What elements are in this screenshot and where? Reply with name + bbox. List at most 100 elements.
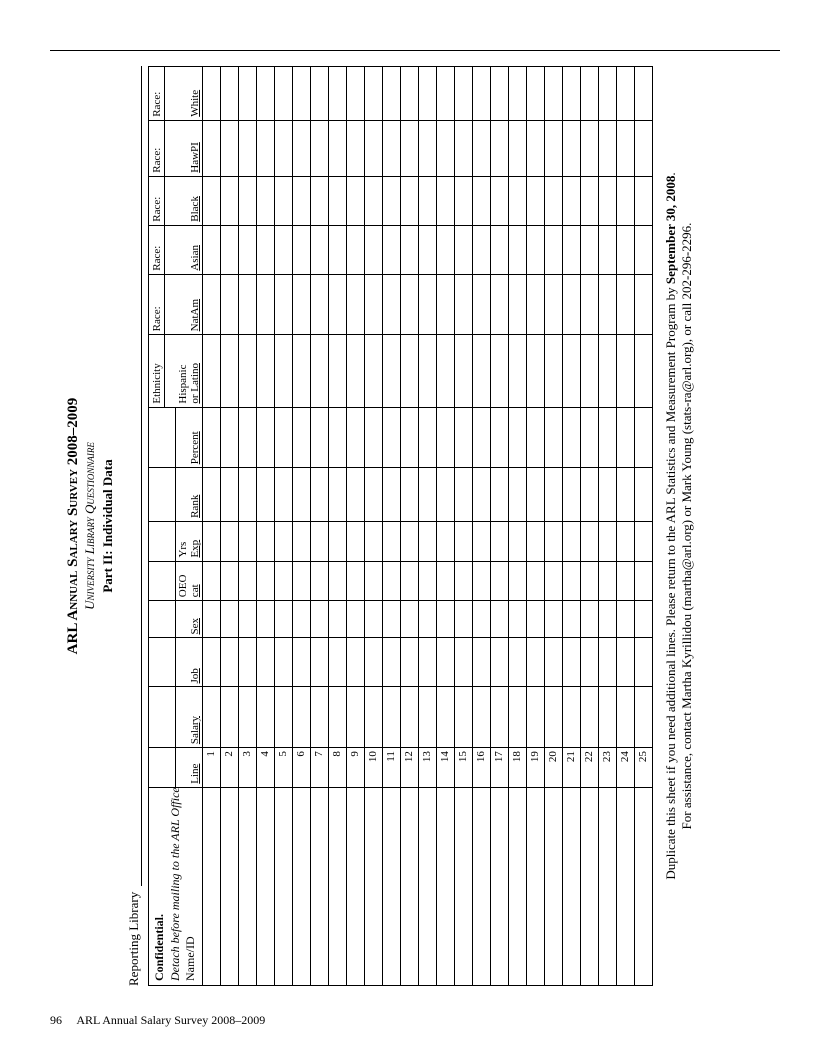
table-cell[interactable]: [310, 66, 328, 120]
table-cell[interactable]: [238, 407, 256, 468]
table-cell[interactable]: [202, 120, 220, 176]
table-cell[interactable]: [418, 467, 436, 521]
table-cell[interactable]: [400, 407, 418, 468]
table-cell[interactable]: [202, 225, 220, 274]
table-cell[interactable]: [364, 521, 382, 561]
table-cell[interactable]: [526, 521, 544, 561]
table-cell[interactable]: [382, 787, 400, 985]
table-cell[interactable]: [418, 521, 436, 561]
table-cell[interactable]: [256, 467, 274, 521]
table-cell[interactable]: [274, 600, 292, 637]
table-cell[interactable]: [436, 334, 454, 406]
table-cell[interactable]: [220, 638, 238, 687]
table-cell[interactable]: [634, 521, 652, 561]
table-cell[interactable]: [346, 787, 364, 985]
table-cell[interactable]: [292, 274, 310, 335]
table-cell[interactable]: [598, 467, 616, 521]
table-cell[interactable]: [328, 407, 346, 468]
table-cell[interactable]: [526, 686, 544, 747]
table-cell[interactable]: [220, 120, 238, 176]
table-cell[interactable]: [418, 638, 436, 687]
table-cell[interactable]: [382, 638, 400, 687]
table-cell[interactable]: [364, 274, 382, 335]
table-cell[interactable]: [436, 407, 454, 468]
table-cell[interactable]: [328, 225, 346, 274]
table-cell[interactable]: [454, 787, 472, 985]
table-cell[interactable]: [634, 334, 652, 406]
table-cell[interactable]: [454, 407, 472, 468]
table-cell[interactable]: [454, 176, 472, 225]
table-cell[interactable]: [274, 66, 292, 120]
table-cell[interactable]: [364, 120, 382, 176]
table-cell[interactable]: [274, 120, 292, 176]
table-cell[interactable]: [436, 66, 454, 120]
table-cell[interactable]: [634, 66, 652, 120]
table-cell[interactable]: [472, 467, 490, 521]
table-cell[interactable]: [526, 467, 544, 521]
table-cell[interactable]: [508, 686, 526, 747]
table-cell[interactable]: [508, 407, 526, 468]
table-cell[interactable]: [544, 600, 562, 637]
table-cell[interactable]: [508, 638, 526, 687]
table-cell[interactable]: [580, 66, 598, 120]
table-cell[interactable]: [310, 120, 328, 176]
table-cell[interactable]: [562, 120, 580, 176]
table-cell[interactable]: [328, 561, 346, 601]
table-cell[interactable]: [310, 686, 328, 747]
table-cell[interactable]: [400, 176, 418, 225]
table-cell[interactable]: [364, 787, 382, 985]
table-cell[interactable]: [508, 334, 526, 406]
table-cell[interactable]: [238, 120, 256, 176]
table-cell[interactable]: [310, 600, 328, 637]
table-cell[interactable]: [508, 66, 526, 120]
table-cell[interactable]: [310, 467, 328, 521]
table-cell[interactable]: [508, 225, 526, 274]
table-cell[interactable]: [436, 274, 454, 335]
table-cell[interactable]: [634, 120, 652, 176]
table-cell[interactable]: [580, 176, 598, 225]
table-cell[interactable]: [490, 787, 508, 985]
table-cell[interactable]: [202, 787, 220, 985]
table-cell[interactable]: [274, 274, 292, 335]
table-cell[interactable]: [562, 521, 580, 561]
table-cell[interactable]: [220, 225, 238, 274]
table-cell[interactable]: [490, 407, 508, 468]
table-cell[interactable]: [400, 66, 418, 120]
table-cell[interactable]: [598, 521, 616, 561]
table-cell[interactable]: [400, 686, 418, 747]
table-cell[interactable]: [256, 686, 274, 747]
table-cell[interactable]: [202, 467, 220, 521]
table-cell[interactable]: [292, 66, 310, 120]
table-cell[interactable]: [364, 66, 382, 120]
table-cell[interactable]: [580, 561, 598, 601]
table-cell[interactable]: [328, 521, 346, 561]
table-cell[interactable]: [292, 334, 310, 406]
table-cell[interactable]: [616, 561, 634, 601]
table-cell[interactable]: [292, 176, 310, 225]
table-cell[interactable]: [508, 274, 526, 335]
table-cell[interactable]: [544, 66, 562, 120]
table-cell[interactable]: [238, 225, 256, 274]
table-cell[interactable]: [256, 334, 274, 406]
table-cell[interactable]: [616, 600, 634, 637]
table-cell[interactable]: [508, 176, 526, 225]
table-cell[interactable]: [346, 334, 364, 406]
table-cell[interactable]: [490, 638, 508, 687]
table-cell[interactable]: [328, 334, 346, 406]
table-cell[interactable]: [616, 225, 634, 274]
table-cell[interactable]: [346, 600, 364, 637]
table-cell[interactable]: [562, 407, 580, 468]
table-cell[interactable]: [256, 225, 274, 274]
table-cell[interactable]: [220, 600, 238, 637]
table-cell[interactable]: [418, 407, 436, 468]
table-cell[interactable]: [220, 561, 238, 601]
table-cell[interactable]: [562, 787, 580, 985]
table-cell[interactable]: [526, 600, 544, 637]
table-cell[interactable]: [274, 638, 292, 687]
table-cell[interactable]: [436, 638, 454, 687]
table-cell[interactable]: [328, 467, 346, 521]
table-cell[interactable]: [544, 521, 562, 561]
table-cell[interactable]: [490, 334, 508, 406]
table-cell[interactable]: [274, 334, 292, 406]
table-cell[interactable]: [490, 600, 508, 637]
